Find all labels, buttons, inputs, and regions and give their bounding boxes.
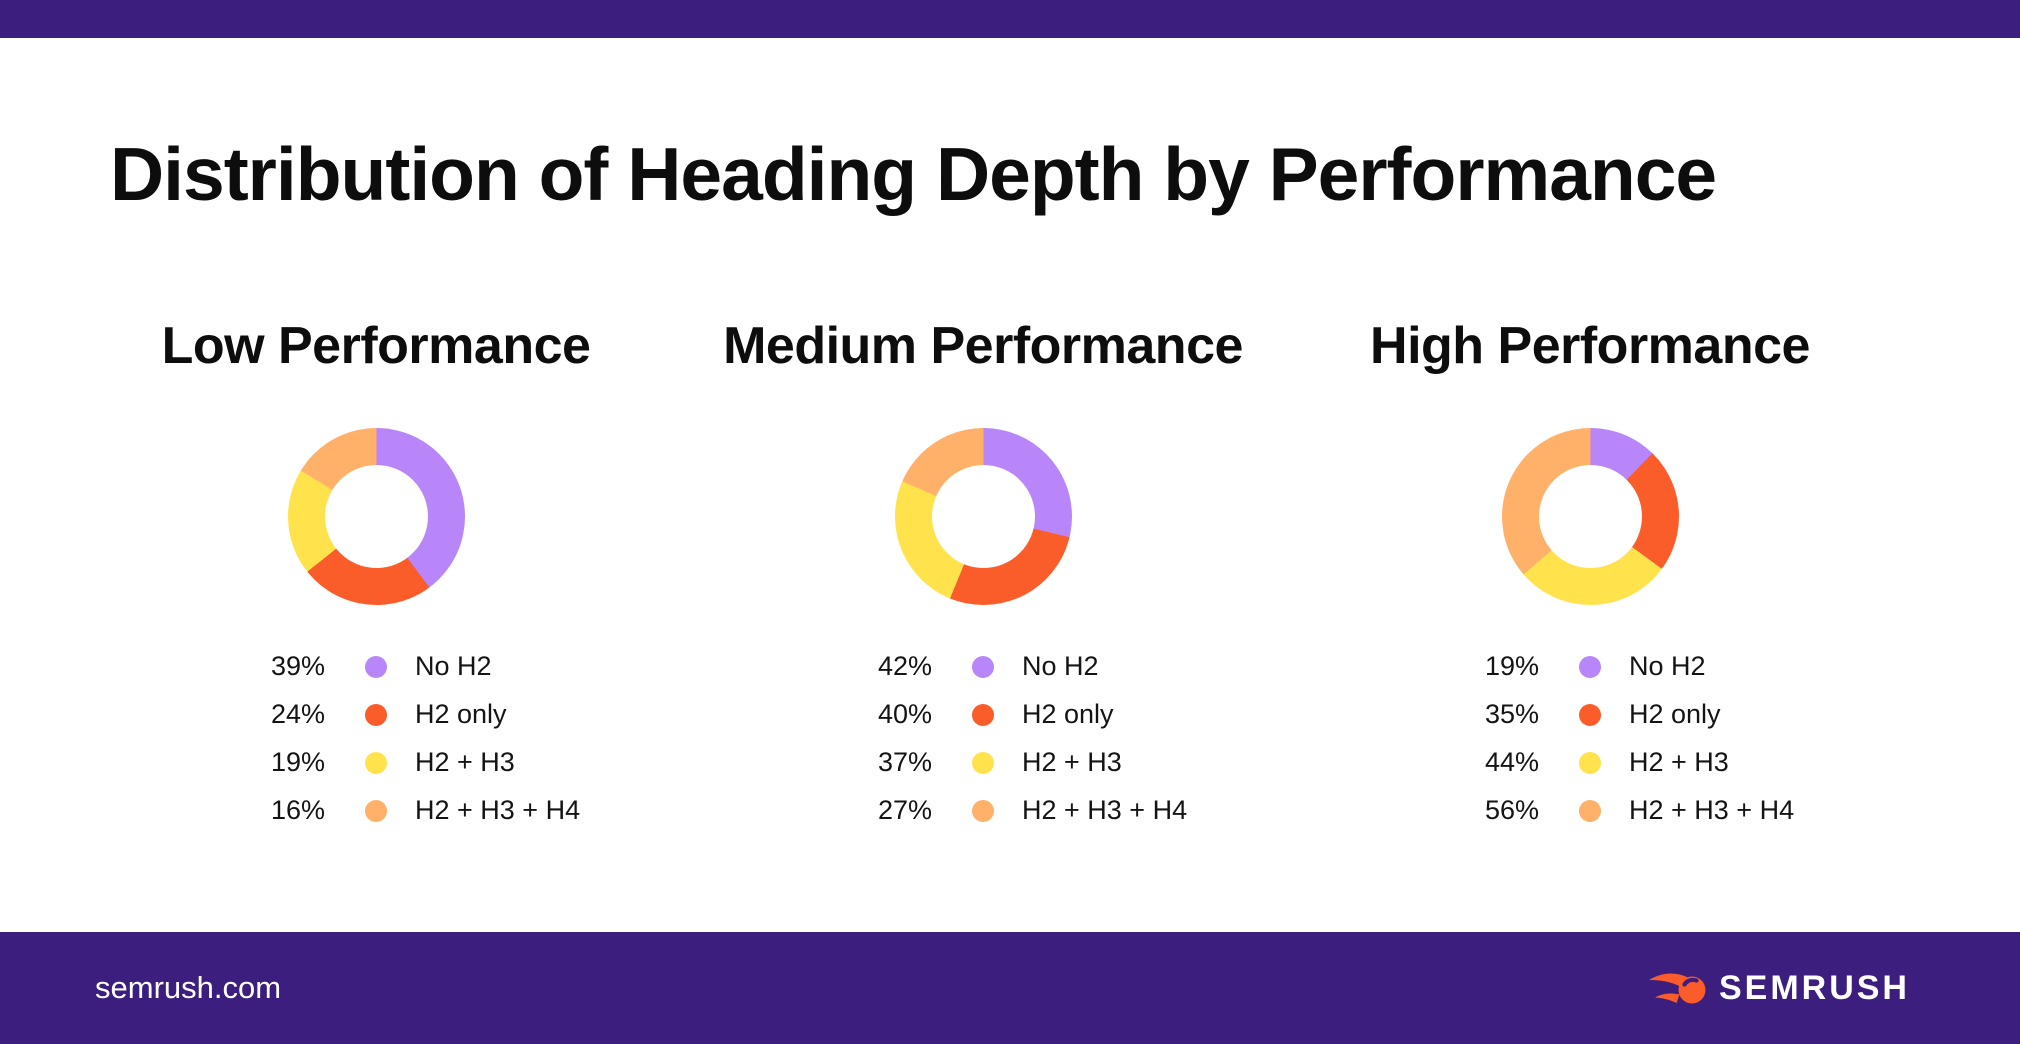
donut-chart-high xyxy=(1501,427,1679,605)
legend-high: 19% No H2 35% H2 only 44% H2 + H3 56% xyxy=(1310,643,1870,835)
legend-label: H2 + H3 xyxy=(1629,747,1729,777)
legend-value: 42% xyxy=(877,651,932,681)
top-accent-bar xyxy=(0,0,2020,38)
legend-value: 37% xyxy=(877,747,932,777)
donut-hole xyxy=(1538,464,1642,568)
legend-dot-icon xyxy=(972,751,994,774)
legend-label: H2 only xyxy=(1629,699,1721,729)
page-title: Distribution of Heading Depth by Perform… xyxy=(110,132,1717,216)
donut-chart-low xyxy=(287,427,465,605)
legend-medium: 42% No H2 40% H2 only 37% H2 + H3 27% xyxy=(703,643,1263,835)
site-url: semrush.com xyxy=(95,970,282,1005)
legend-value: 44% xyxy=(1484,747,1539,777)
legend-row: 27% H2 + H3 + H4 xyxy=(703,787,1263,835)
legend-label: H2 + H3 + H4 xyxy=(1629,795,1795,825)
legend-dot-icon xyxy=(972,703,994,726)
legend-label: H2 only xyxy=(415,699,507,729)
legend-dot-icon xyxy=(1579,703,1601,726)
legend-value: 27% xyxy=(877,795,932,825)
legend-value: 19% xyxy=(1484,651,1539,681)
legend-label: H2 + H3 xyxy=(1022,747,1122,777)
semrush-flame-icon xyxy=(1648,973,1706,1004)
legend-row: 16% H2 + H3 + H4 xyxy=(96,787,656,835)
legend-row: 19% No H2 xyxy=(1310,643,1870,691)
legend-row: 56% H2 + H3 + H4 xyxy=(1310,787,1870,835)
legend-row: 39% No H2 xyxy=(96,643,656,691)
donut-hole xyxy=(931,464,1035,568)
legend-row: 35% H2 only xyxy=(1310,691,1870,739)
chart-title-medium: Medium Performance xyxy=(723,316,1243,375)
legend-value: 19% xyxy=(270,747,325,777)
legend-label: H2 + H3 + H4 xyxy=(415,795,581,825)
infographic-body: Distribution of Heading Depth by Perform… xyxy=(0,133,2020,835)
legend-row: 19% H2 + H3 xyxy=(96,739,656,787)
donut-chart-medium xyxy=(894,427,1072,605)
chart-column-high: High Performance 19% No H2 35% H2 only 4… xyxy=(1310,316,1870,835)
legend-dot-icon xyxy=(972,655,994,678)
legend-dot-icon xyxy=(1579,655,1601,678)
legend-row: 24% H2 only xyxy=(96,691,656,739)
chart-column-medium: Medium Performance 42% No H2 40% H2 only… xyxy=(703,316,1263,835)
legend-dot-icon xyxy=(1579,799,1601,822)
legend-dot-icon xyxy=(365,655,387,678)
legend-label: H2 only xyxy=(1022,699,1114,729)
legend-label: No H2 xyxy=(415,651,492,681)
charts-row: Low Performance 39% No H2 24% H2 only 19… xyxy=(0,316,2020,835)
legend-dot-icon xyxy=(972,799,994,822)
legend-dot-icon xyxy=(365,751,387,774)
legend-value: 39% xyxy=(270,651,325,681)
donut-hole xyxy=(324,464,428,568)
legend-row: 44% H2 + H3 xyxy=(1310,739,1870,787)
legend-dot-icon xyxy=(365,799,387,822)
legend-value: 56% xyxy=(1484,795,1539,825)
semrush-wordmark: SEMRUSH xyxy=(1718,968,1910,1007)
legend-row: 42% No H2 xyxy=(703,643,1263,691)
legend-value: 16% xyxy=(270,795,325,825)
legend-low: 39% No H2 24% H2 only 19% H2 + H3 16% xyxy=(96,643,656,835)
chart-column-low: Low Performance 39% No H2 24% H2 only 19… xyxy=(96,316,656,835)
legend-label: H2 + H3 + H4 xyxy=(1022,795,1188,825)
legend-value: 35% xyxy=(1484,699,1539,729)
chart-title-high: High Performance xyxy=(1370,316,1810,375)
legend-dot-icon xyxy=(1579,751,1601,774)
legend-row: 40% H2 only xyxy=(703,691,1263,739)
legend-label: No H2 xyxy=(1629,651,1706,681)
legend-label: No H2 xyxy=(1022,651,1099,681)
chart-title-low: Low Performance xyxy=(161,316,591,375)
legend-dot-icon xyxy=(365,703,387,726)
footer-bar: semrush.com SEMRUSH xyxy=(0,932,2020,1044)
legend-row: 37% H2 + H3 xyxy=(703,739,1263,787)
legend-value: 24% xyxy=(270,699,325,729)
legend-value: 40% xyxy=(877,699,932,729)
legend-label: H2 + H3 xyxy=(415,747,515,777)
semrush-logo: SEMRUSH xyxy=(1648,969,1910,1008)
